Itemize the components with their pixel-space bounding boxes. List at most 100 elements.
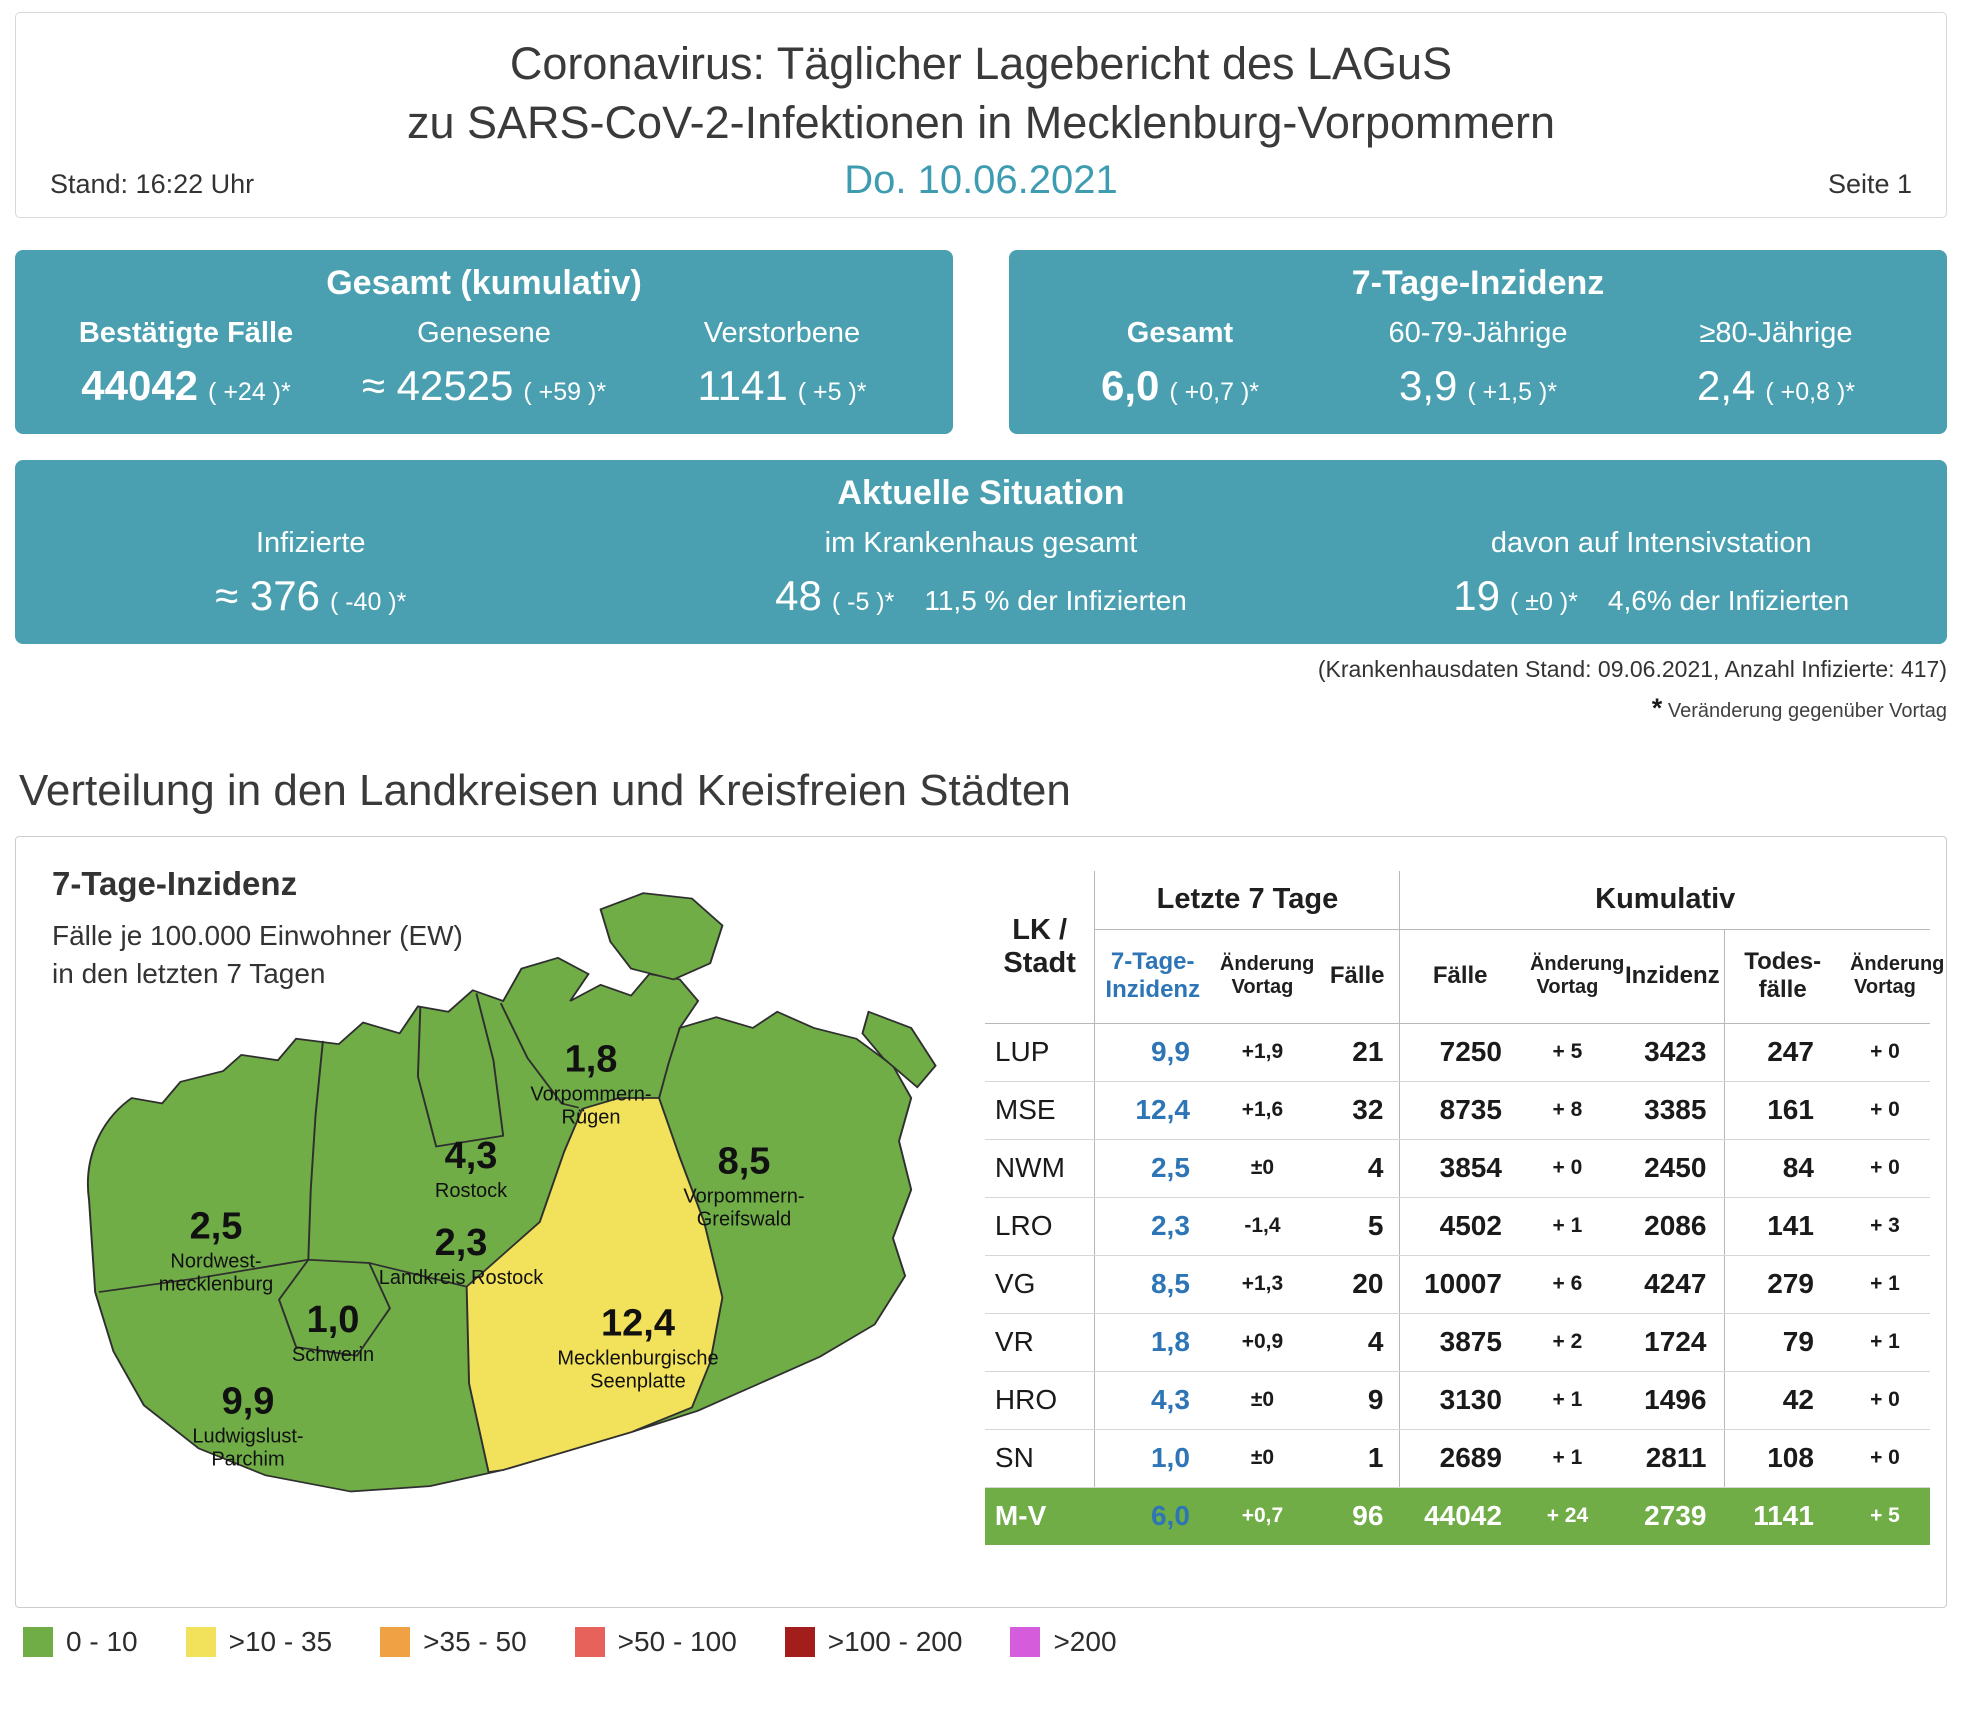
stat-verstorbene: Verstorbene 1141 ( +5 )* — [633, 317, 931, 410]
column-header-faelle-7tage: Fälle — [1314, 929, 1401, 1024]
stat-extra: 4,6% der Infizierten — [1607, 585, 1850, 616]
table-cell: 3130 — [1399, 1371, 1520, 1430]
stat-bestaetigte-faelle: Bestätigte Fälle 44042 ( +24 )* — [37, 317, 335, 410]
table-cell: 1724 — [1614, 1313, 1726, 1372]
stat-value: 44042 — [81, 362, 199, 409]
stat-label: Genesene — [417, 317, 551, 349]
legend-label: 0 - 10 — [66, 1626, 138, 1657]
stat-label: davon auf Intensivstation — [1490, 527, 1812, 559]
stat-change: ( -5 )* — [831, 588, 895, 616]
table-row-lro: LRO 2,3 -1,4 5 4502 + 1 2086 141 + 3 — [984, 1197, 1930, 1256]
card-title: 7-Tage-Inzidenz — [1351, 264, 1605, 302]
table-cell: 8735 — [1399, 1081, 1520, 1140]
legend-item: >100 - 200 — [784, 1626, 963, 1658]
stat-inzidenz-60-79: 60-79-Jährige 3,9 ( +1,5 )* — [1329, 317, 1627, 410]
mecklenburg-vorpommern-map-svg — [87, 892, 937, 1493]
table-cell: VR — [984, 1313, 1096, 1372]
table-cell: NWM — [984, 1139, 1096, 1198]
summary-cards-row: Gesamt (kumulativ) Bestätigte Fälle 4404… — [15, 250, 1947, 434]
legend-item: >35 - 50 — [380, 1626, 527, 1658]
table-cell: -1,4 — [1209, 1197, 1315, 1256]
table-cell: + 0 — [1839, 1139, 1930, 1198]
stat-label: Verstorbene — [703, 317, 861, 349]
table-cell: 10007 — [1399, 1255, 1520, 1314]
district-borders — [98, 993, 681, 1357]
card-title: Aktuelle Situation — [837, 474, 1125, 512]
stat-inzidenz-gesamt: Gesamt 6,0 ( +0,7 )* — [1031, 317, 1329, 410]
stat-krankenhaus: im Krankenhaus gesamt 48 ( -5 )* 11,5 % de… — [585, 527, 1378, 620]
table-cell: 2086 — [1614, 1197, 1726, 1256]
table-cell: 2450 — [1614, 1139, 1726, 1198]
table-cell: 84 — [1724, 1139, 1840, 1198]
stat-genesene: Genesene ≈ 42525 ( +59 )* — [335, 317, 633, 410]
stat-value: 19 — [1453, 572, 1500, 619]
stat-label: Gesamt — [1126, 317, 1234, 349]
stat-value: 2,4 — [1696, 362, 1756, 409]
table-cell: 3423 — [1614, 1023, 1726, 1082]
table-cell: ±0 — [1209, 1371, 1315, 1430]
legend-label: >100 - 200 — [827, 1626, 963, 1657]
table-cell: 44042 — [1399, 1487, 1520, 1545]
table-cell: LRO — [984, 1197, 1096, 1256]
region-shape-mecklenburgische-seenplatte — [465, 1097, 724, 1474]
district-panel: 7-Tage-Inzidenz Fälle je 100.000 Einwohn… — [15, 836, 1947, 1608]
table-cell: + 24 — [1519, 1487, 1615, 1545]
card-aktuelle-situation: Aktuelle Situation Infizierte ≈ 376 ( -40… — [15, 460, 1947, 644]
table-cell: 247 — [1724, 1023, 1840, 1082]
table-cell: 1141 — [1724, 1487, 1840, 1545]
stat-change: ( +24 )* — [208, 378, 291, 406]
report-title-line1: Coronavirus: Täglicher Lagebericht des L… — [509, 38, 1453, 89]
group-header-letzte-7-tage: Letzte 7 Tage — [1094, 871, 1401, 930]
table-cell: MSE — [984, 1081, 1096, 1140]
table-cell: 2,3 — [1094, 1197, 1210, 1256]
map-title: 7-Tage-Inzidenz — [52, 865, 298, 902]
legend-label: >200 — [1053, 1626, 1117, 1657]
table-cell: 12,4 — [1094, 1081, 1210, 1140]
stat-change: ( -40 )* — [329, 588, 407, 616]
stat-change: ( +5 )* — [797, 378, 867, 406]
table-cell: 9 — [1314, 1371, 1401, 1430]
table-cell: ±0 — [1209, 1429, 1315, 1488]
map-subtitle-line2: in den letzten 7 Tagen — [52, 957, 326, 989]
stat-value: 3,9 — [1398, 362, 1458, 409]
table-cell: 1 — [1314, 1429, 1401, 1488]
legend-item: >10 - 35 — [185, 1626, 333, 1658]
table-row-lup: LUP 9,9 +1,9 21 7250 + 5 3423 247 + 0 — [984, 1023, 1930, 1082]
stat-label: 60-79-Jährige — [1388, 317, 1568, 349]
table-cell: 4,3 — [1094, 1371, 1210, 1430]
table-cell: 141 — [1724, 1197, 1840, 1256]
table-cell: + 2 — [1519, 1313, 1615, 1372]
table-cell: 96 — [1314, 1487, 1400, 1545]
column-header-lk-stadt: LK / Stadt — [984, 871, 1096, 1024]
card-gesamt-kumulativ: Gesamt (kumulativ) Bestätigte Fälle 4404… — [15, 250, 953, 434]
table-cell: 1,0 — [1094, 1429, 1210, 1488]
table-cell: LUP — [984, 1023, 1096, 1082]
table-row-hro: HRO 4,3 ±0 9 3130 + 1 1496 42 + 0 — [984, 1371, 1930, 1430]
table-cell: 161 — [1724, 1081, 1840, 1140]
table-cell: +1,9 — [1209, 1023, 1315, 1082]
table-cell: HRO — [984, 1371, 1096, 1430]
table-row-mse: MSE 12,4 +1,6 32 8735 + 8 3385 161 + 0 — [984, 1081, 1930, 1140]
table-cell: + 1 — [1839, 1313, 1930, 1372]
table-row-sn: SN 1,0 ±0 1 2689 + 1 2811 108 + 0 — [984, 1429, 1930, 1488]
legend-swatch-red — [574, 1627, 605, 1657]
group-header-kumulativ: Kumulativ — [1399, 871, 1930, 930]
table-cell: + 0 — [1839, 1371, 1930, 1430]
report-header: Coronavirus: Täglicher Lagebericht des L… — [15, 12, 1947, 218]
stat-value: 6,0 — [1100, 362, 1160, 409]
stat-infizierte: Infizierte ≈ 376 ( -40 )* — [37, 527, 585, 620]
map-subtitle: Fälle je 100.000 Einwohner (EW) in den l… — [52, 917, 463, 993]
change-note-text: Veränderung gegenüber Vortag — [1667, 700, 1947, 722]
change-vs-previous-day-note: * Veränderung gegenüber Vortag — [15, 693, 1947, 724]
table-cell: + 1 — [1519, 1197, 1615, 1256]
incidence-legend: 0 - 10 >10 - 35 >35 - 50 >50 - 100 >100 … — [15, 1626, 1947, 1658]
legend-label: >10 - 35 — [228, 1626, 333, 1657]
table-cell: + 0 — [1519, 1139, 1615, 1198]
table-cell: 42 — [1724, 1371, 1840, 1430]
legend-swatch-darkred — [784, 1627, 815, 1657]
legend-item: >200 — [1010, 1626, 1117, 1658]
stat-value: 48 — [775, 572, 822, 619]
table-cell: 20 — [1314, 1255, 1401, 1314]
table-cell: 3875 — [1399, 1313, 1520, 1372]
report-page: Coronavirus: Täglicher Lagebericht des L… — [15, 12, 1947, 1658]
